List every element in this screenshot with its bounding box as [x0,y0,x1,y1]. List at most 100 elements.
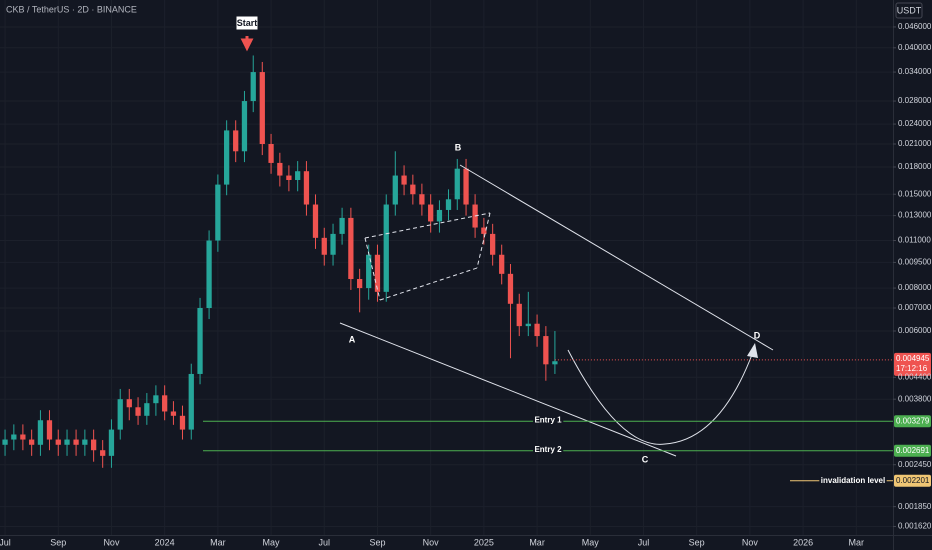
candle-body [37,420,44,445]
y-tick-label: 0.024000 [898,119,932,128]
channel-line [379,267,478,301]
candle-body [428,204,434,222]
candle-body [153,395,159,404]
candle-body [401,175,407,185]
candles [2,55,558,468]
y-tick-label: 0.028000 [898,96,932,105]
candle-body [419,194,425,205]
candle-body [2,439,8,445]
candle-body [516,303,522,327]
start-arrow [240,36,254,52]
candle-body [100,450,106,456]
candle-body [108,429,115,456]
candle-body [366,254,372,289]
candle-body [135,407,141,416]
level-price: 0.003279 [896,416,930,425]
x-tick-label: Sep [369,537,385,547]
start-box [235,15,259,31]
y-tick-label: 0.008000 [898,283,932,292]
axes: 0.046000 0.040000 0.034000 0.028000 0.024000… [0,22,932,547]
candle-body [312,204,319,238]
x-tick-label: Jul [638,537,650,547]
candle-body [188,373,194,430]
projection-curve [567,349,754,445]
y-tick-label: 0.007000 [898,303,932,312]
y-tick-label: 0.034000 [898,67,932,76]
x-tick-label: Mar [849,537,865,547]
x-tick-label: Nov [742,537,759,547]
projection-arrowhead [747,343,758,358]
wave-label: C [642,454,649,464]
x-tick-label: Mar [210,537,226,547]
candle-body [481,227,487,234]
y-tick-label: 0.004400 [898,372,932,381]
chart-title: CKB / TetherUS · 2D · BINANCE [6,4,137,14]
candle-body [499,254,505,274]
last-price: 0.004945 [896,354,930,363]
x-tick-label: May [263,537,281,547]
levels: Entry 1 0.003279 Entry 2 0.002691 invalidati… [203,352,931,487]
candle-body [525,323,531,327]
candle-body [206,240,212,308]
candle-body [233,130,239,152]
y-tick-label: 0.046000 [898,22,932,31]
candle-body [82,439,88,445]
wave-label: A [349,334,356,344]
candle-body [348,217,354,280]
y-tick-label: 0.018000 [898,162,932,171]
grid [0,0,893,535]
candle-body [117,399,123,430]
candle-body [534,323,540,337]
channel-line [364,237,381,301]
level-name: Entry 1 [534,415,562,424]
candle-body [286,175,292,180]
y-tick-label: 0.021000 [898,139,932,148]
y-tick-label: 0.006000 [898,326,932,335]
level-name: Entry 2 [534,445,562,454]
x-tick-label: Mar [529,537,545,547]
level-price: 0.002201 [896,476,930,485]
y-axis-label: USDT [897,5,922,15]
candle-body [357,279,363,289]
candle-body [162,395,168,412]
level-price-box [894,474,931,487]
candle-body [64,439,70,445]
candle-body [490,233,496,255]
candle-body [374,254,381,292]
x-tick-label: Nov [103,537,120,547]
candle-body [215,184,221,241]
wave-label: D [754,330,761,340]
x-tick-label: Nov [423,537,440,547]
channel-line [476,212,491,269]
candle-body [144,403,150,416]
x-tick-label: Sep [689,537,705,547]
candle-body [277,162,283,176]
y-tick-label: 0.009500 [898,258,932,267]
candle-body [543,336,549,365]
y-tick-label: 0.001850 [898,502,932,511]
candle-body [91,439,97,451]
candle-body [170,411,177,416]
candle-body [268,143,274,163]
level-price-box [894,444,931,457]
y-tick-label: 0.001620 [898,522,932,531]
candle-body [463,168,469,205]
candle-body [303,171,310,205]
y-tick-label: 0.015000 [898,189,932,198]
x-tick-label: 2025 [474,537,494,547]
candle-body [436,209,443,222]
trend-line-lower [339,322,677,457]
countdown: 17:12:16 [896,364,928,373]
candle-body [126,399,132,408]
x-tick-label: 2026 [793,537,813,547]
y-tick-label: 0.003800 [898,394,932,403]
level-price-box [894,415,931,428]
candle-body [20,434,26,440]
candle-body [330,233,336,255]
candle-body [11,434,17,440]
y-tick-label: 0.040000 [898,43,932,52]
candle-body [454,168,460,200]
